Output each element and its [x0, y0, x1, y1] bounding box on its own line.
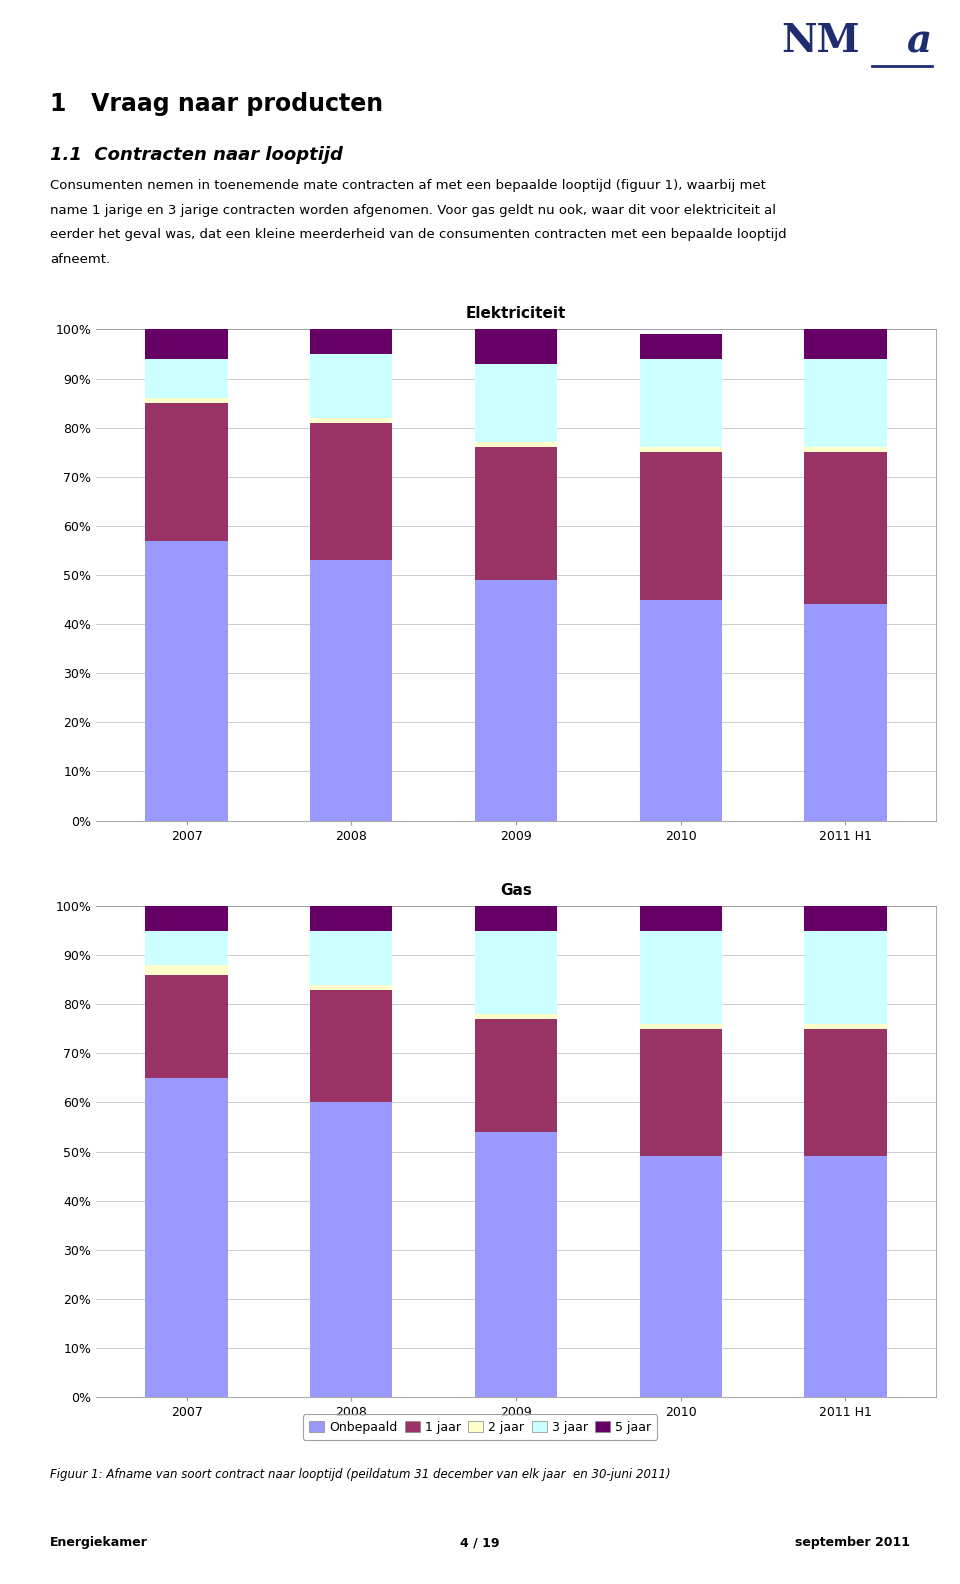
- Bar: [475, 930, 557, 1014]
- Text: a: a: [907, 22, 932, 60]
- Bar: [475, 364, 557, 442]
- Bar: [475, 447, 557, 580]
- Bar: [475, 442, 557, 447]
- Legend: Onbepaald, 1 jaar, 2 jaar, 3 jaar, 5 jaar: Onbepaald, 1 jaar, 2 jaar, 3 jaar, 5 jaa…: [302, 1415, 658, 1440]
- Bar: [145, 540, 228, 821]
- Bar: [804, 906, 887, 930]
- Bar: [639, 1156, 722, 1397]
- Bar: [145, 1077, 228, 1397]
- Text: Figuur 1: Afname van soort contract naar looptijd (peildatum 31 december van elk: Figuur 1: Afname van soort contract naar…: [50, 1468, 670, 1481]
- Bar: [804, 1030, 887, 1156]
- Bar: [475, 906, 557, 930]
- Text: 4 / 19: 4 / 19: [460, 1536, 500, 1549]
- Bar: [145, 404, 228, 540]
- Bar: [804, 447, 887, 453]
- Bar: [310, 985, 393, 990]
- Bar: [639, 360, 722, 447]
- Bar: [145, 930, 228, 965]
- Bar: [310, 990, 393, 1102]
- Bar: [475, 580, 557, 821]
- Bar: [145, 360, 228, 398]
- Bar: [475, 1133, 557, 1397]
- Title: Elektriciteit: Elektriciteit: [466, 306, 566, 322]
- Bar: [145, 398, 228, 402]
- Bar: [310, 1102, 393, 1397]
- Bar: [804, 1023, 887, 1030]
- Bar: [310, 418, 393, 423]
- Bar: [310, 906, 393, 930]
- Bar: [310, 561, 393, 821]
- Text: Energiekamer: Energiekamer: [50, 1536, 148, 1549]
- Bar: [804, 360, 887, 447]
- Bar: [145, 974, 228, 1077]
- Bar: [145, 965, 228, 974]
- Bar: [475, 1019, 557, 1133]
- Bar: [639, 1030, 722, 1156]
- Bar: [804, 329, 887, 360]
- Bar: [639, 334, 722, 360]
- Bar: [639, 599, 722, 821]
- Text: 1   Vraag naar producten: 1 Vraag naar producten: [50, 92, 383, 116]
- Bar: [804, 930, 887, 1023]
- Bar: [310, 930, 393, 985]
- Bar: [804, 453, 887, 605]
- Bar: [639, 1023, 722, 1030]
- Bar: [639, 930, 722, 1023]
- Bar: [145, 329, 228, 360]
- Bar: [145, 906, 228, 930]
- Bar: [310, 353, 393, 418]
- Bar: [639, 906, 722, 930]
- Text: 1.1  Contracten naar looptijd: 1.1 Contracten naar looptijd: [50, 146, 343, 163]
- Bar: [310, 423, 393, 561]
- Bar: [804, 1156, 887, 1397]
- Bar: [804, 605, 887, 821]
- Text: Consumenten nemen in toenemende mate contracten af met een bepaalde looptijd (fi: Consumenten nemen in toenemende mate con…: [50, 179, 766, 192]
- Text: name 1 jarige en 3 jarige contracten worden afgenomen. Voor gas geldt nu ook, wa: name 1 jarige en 3 jarige contracten wor…: [50, 203, 776, 217]
- Text: NM: NM: [781, 22, 860, 60]
- Bar: [475, 329, 557, 364]
- Bar: [639, 447, 722, 453]
- Bar: [310, 329, 393, 353]
- Bar: [475, 1014, 557, 1019]
- Text: eerder het geval was, dat een kleine meerderheid van de consumenten contracten m: eerder het geval was, dat een kleine mee…: [50, 228, 786, 241]
- Text: september 2011: september 2011: [795, 1536, 910, 1549]
- Title: Gas: Gas: [500, 882, 532, 898]
- Bar: [639, 453, 722, 599]
- Text: afneemt.: afneemt.: [50, 252, 110, 266]
